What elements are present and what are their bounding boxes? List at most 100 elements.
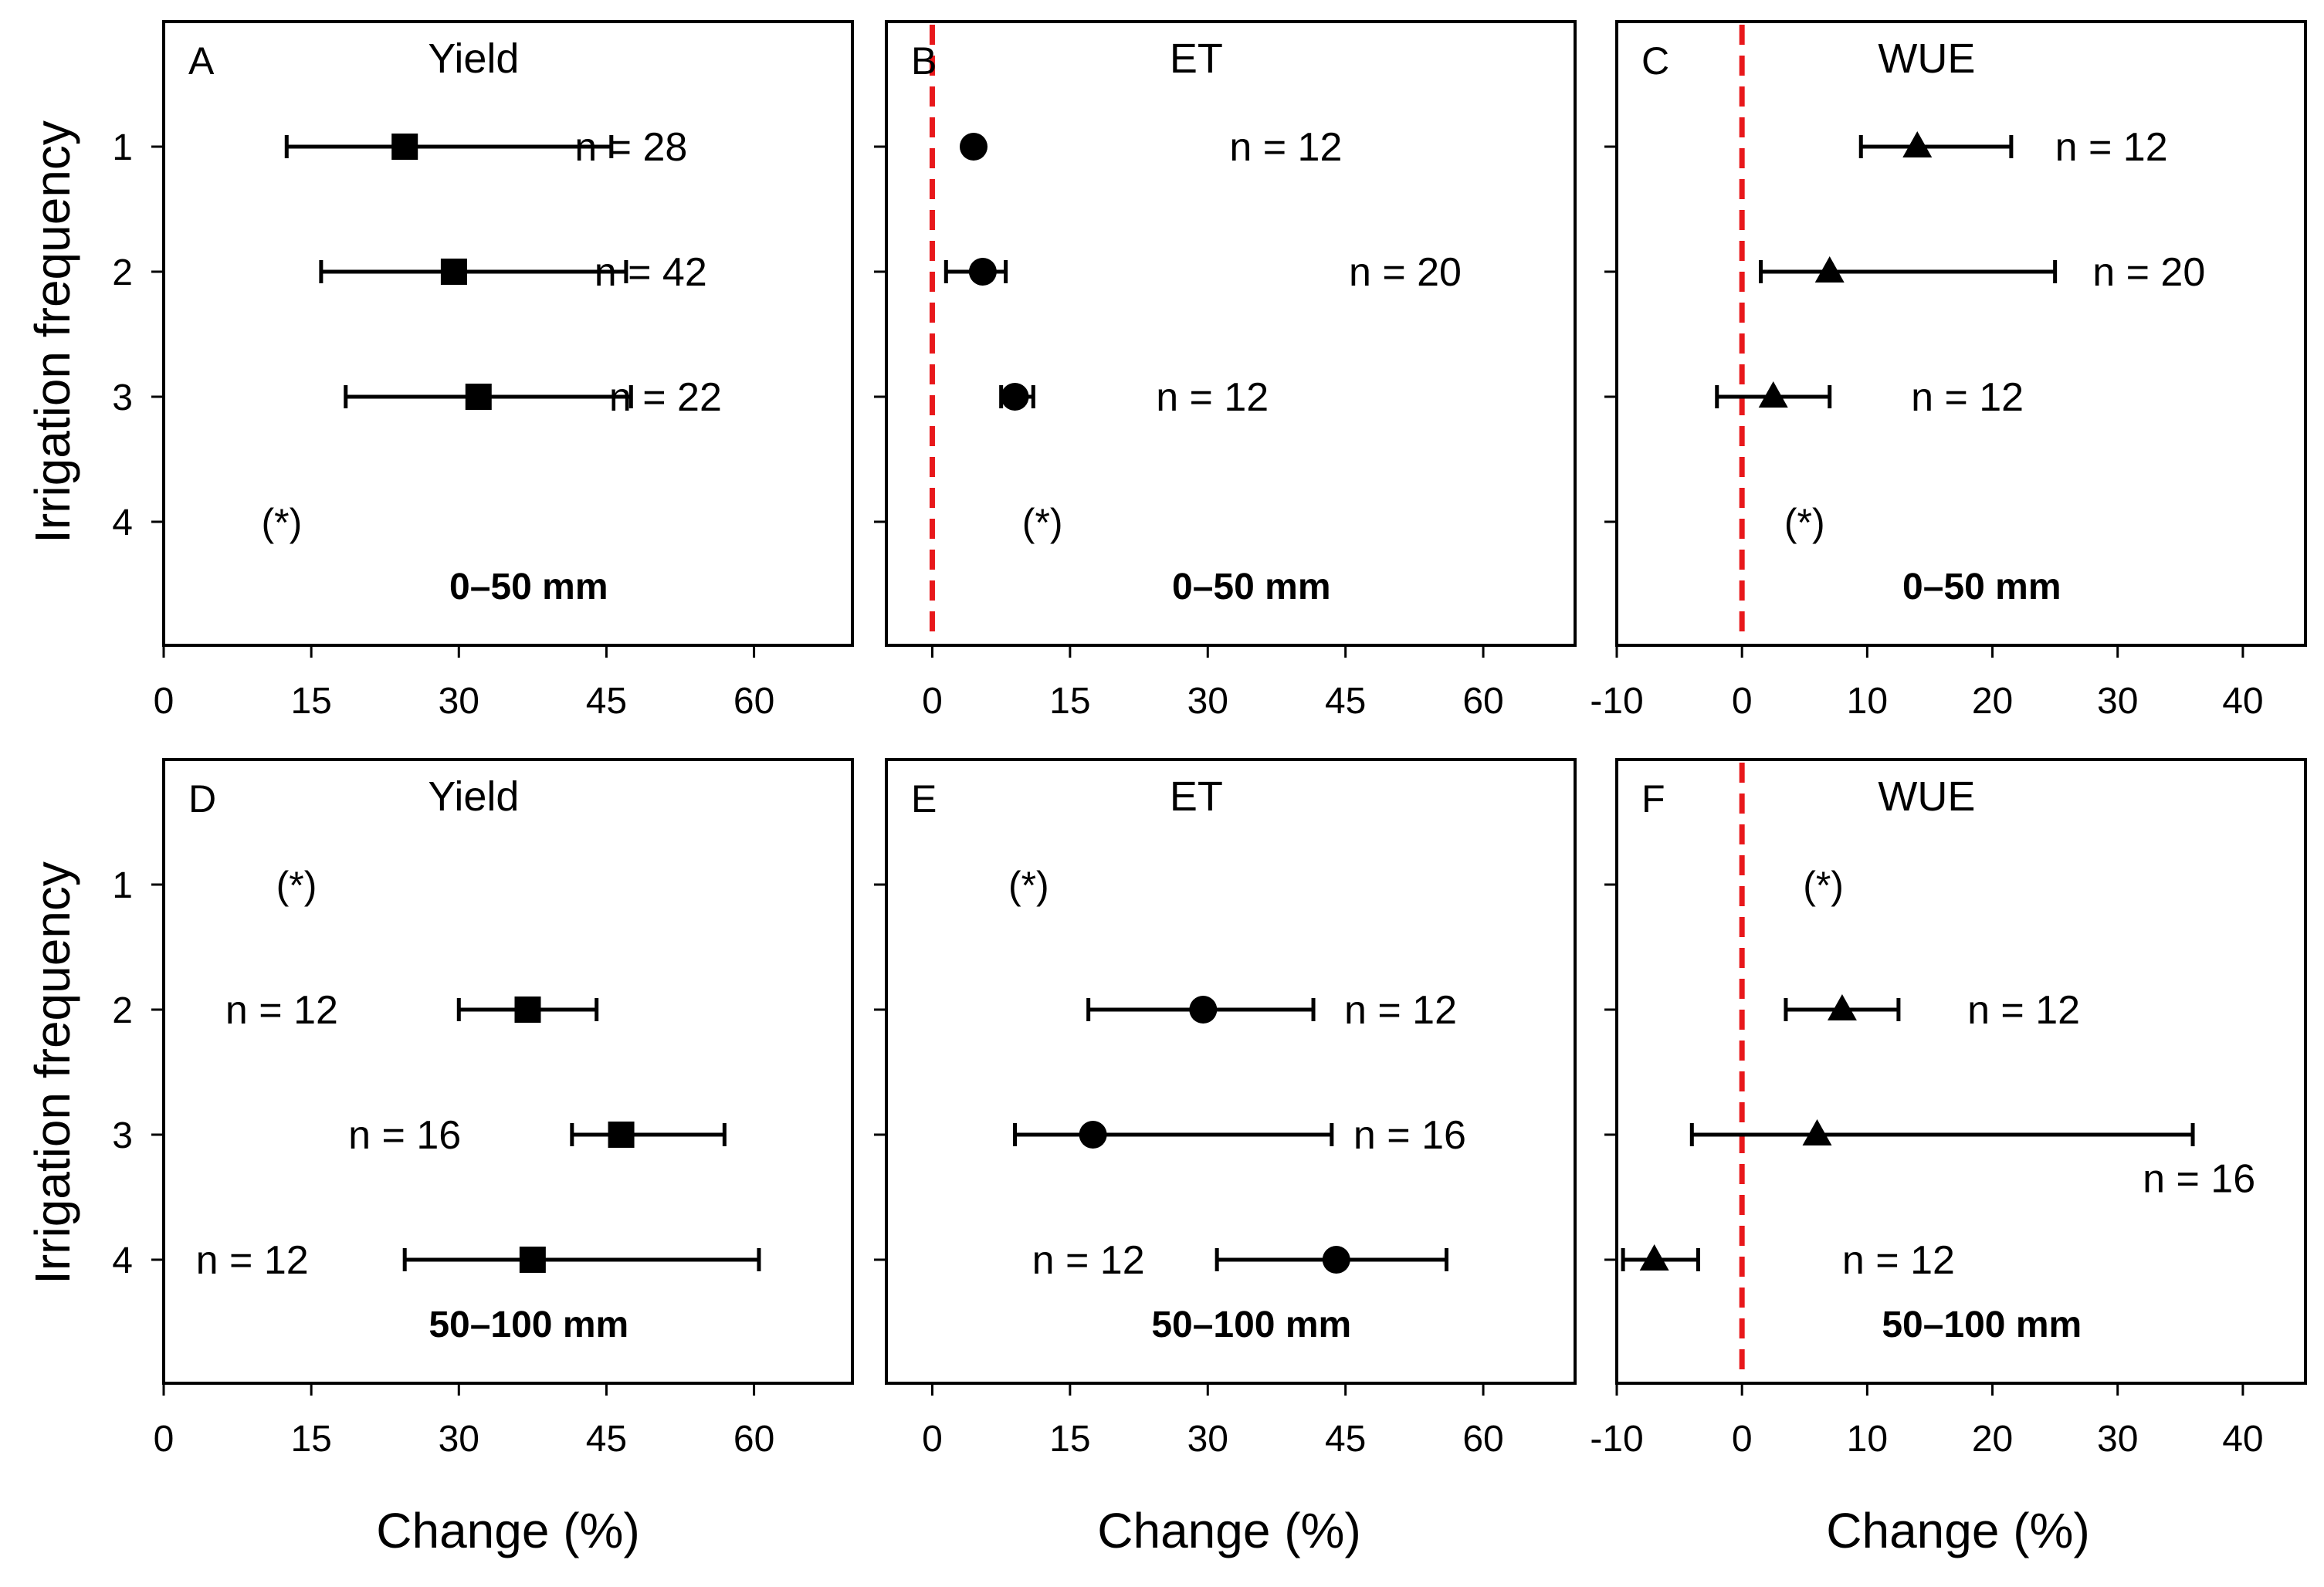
data-point-square [608, 1122, 635, 1148]
x-tick-label: 30 [2097, 1419, 2138, 1460]
range-label: 0–50 mm [1172, 567, 1330, 607]
sample-size-label: n = 12 [1156, 375, 1269, 420]
y-tick-label: 2 [112, 990, 133, 1031]
x-tick-label: 45 [586, 1419, 627, 1460]
range-label: 0–50 mm [1902, 567, 2061, 607]
x-tick-label: 45 [1325, 681, 1366, 722]
panel-letter: A [188, 39, 215, 83]
data-point-square [440, 259, 467, 285]
y-tick-label: 1 [112, 865, 133, 906]
significance-annotation: (*) [1803, 864, 1844, 907]
y-tick-label: 2 [112, 252, 133, 293]
panel-frame [162, 20, 854, 647]
panel-d: 0 15 30 45 60 1 2 3 4 D Yield 50–100 mm n = 12 n = 16… [112, 758, 854, 1460]
x-tick-label: 45 [586, 681, 627, 722]
sample-size-label: n = 12 [1967, 988, 2080, 1033]
x-tick-label: 30 [1187, 1419, 1228, 1460]
range-label: 0–50 mm [449, 567, 608, 607]
x-tick-label: 60 [733, 1419, 774, 1460]
panel-title: WUE [1878, 36, 1975, 82]
sample-size-label: n = 12 [1842, 1238, 1955, 1283]
data-point-triangle [1814, 256, 1845, 283]
x-tick-label: 0 [1732, 1419, 1753, 1460]
panel-title: Yield [428, 36, 519, 82]
x-axis-title-right: Change (%) [1826, 1503, 2090, 1558]
x-tick-label: 60 [1462, 1419, 1503, 1460]
data-point-circle [959, 133, 988, 161]
data-point-circle [1189, 996, 1218, 1024]
panel-f: -10 0 10 20 30 40 F WUE 50–100 mm n = 12 n = 16 n =… [1590, 758, 2307, 1460]
significance-annotation: (*) [276, 864, 317, 907]
data-point-triangle [1902, 131, 1933, 157]
sample-size-label: n = 12 [1032, 1238, 1145, 1283]
panel-b: 0 15 30 45 60 B ET 0–50 mm n = 12 n = 20 n = 12 (*) [874, 20, 1577, 722]
panel-frame [162, 758, 854, 1385]
data-point-triangle [1827, 994, 1857, 1020]
y-axis-title-top: Irrigation frequency [25, 120, 80, 543]
sample-size-label: n = 12 [1229, 125, 1342, 170]
x-tick-label: 10 [1847, 681, 1888, 722]
x-tick-label: 0 [922, 1419, 943, 1460]
x-tick-label: 0 [154, 1419, 174, 1460]
x-tick-label: 30 [2097, 681, 2138, 722]
significance-annotation: (*) [1008, 864, 1049, 907]
x-tick-label: 0 [154, 681, 174, 722]
x-tick-label: 30 [439, 681, 479, 722]
y-tick-label: 4 [112, 1240, 133, 1281]
data-point-triangle [1802, 1119, 1832, 1145]
sample-size-label: n = 16 [348, 1113, 461, 1158]
range-label: 50–100 mm [429, 1304, 628, 1345]
panel-frame [885, 758, 1577, 1385]
x-tick-label: 0 [922, 681, 943, 722]
data-point-square [514, 997, 541, 1023]
sample-size-label: n = 12 [225, 988, 338, 1033]
sample-size-label: n = 16 [2143, 1157, 2255, 1202]
x-tick-label: 60 [1462, 681, 1503, 722]
data-point-circle [968, 258, 997, 286]
y-axis-title-bottom: Irrigation frequency [25, 861, 80, 1284]
x-tick-label: 20 [1972, 1419, 2013, 1460]
sample-size-label: n = 12 [196, 1238, 309, 1283]
panel-a: 0 15 30 45 60 1 2 3 4 A Yield 0–50 mm n = 28 n = 42 n … [112, 20, 854, 722]
sample-size-label: n = 12 [2055, 125, 2168, 170]
x-tick-label: -10 [1590, 681, 1643, 722]
panel-letter: B [911, 39, 937, 83]
range-label: 50–100 mm [1151, 1304, 1351, 1345]
panel-title: Yield [428, 773, 519, 820]
y-tick-label: 1 [112, 127, 133, 168]
data-point-circle [1001, 383, 1029, 411]
data-point-square [391, 134, 418, 160]
x-tick-label: 15 [290, 1419, 331, 1460]
panel-title: ET [1170, 773, 1223, 820]
panel-frame [885, 20, 1577, 647]
x-tick-label: 15 [1049, 681, 1090, 722]
sample-size-label: n = 22 [609, 375, 722, 420]
significance-annotation: (*) [262, 501, 303, 544]
x-tick-label: 45 [1325, 1419, 1366, 1460]
panel-frame [1615, 20, 2307, 647]
x-axis-title-middle: Change (%) [1097, 1503, 1361, 1558]
panel-c: -10 0 10 20 30 40 C WUE 0–50 mm n = 12 n = 20 n = 1… [1590, 20, 2307, 722]
x-tick-label: 15 [1049, 1419, 1090, 1460]
panel-title: WUE [1878, 773, 1975, 820]
sample-size-label: n = 20 [1349, 250, 1462, 295]
panel-letter: D [188, 777, 216, 821]
panel-frame [1615, 758, 2307, 1385]
data-point-circle [1079, 1121, 1107, 1149]
y-tick-label: 3 [112, 1115, 133, 1156]
x-tick-label: -10 [1590, 1419, 1643, 1460]
x-tick-label: 0 [1732, 681, 1753, 722]
y-tick-label: 3 [112, 377, 133, 418]
sample-size-label: n = 20 [2092, 250, 2205, 295]
y-tick-label: 4 [112, 502, 133, 543]
significance-annotation: (*) [1784, 501, 1825, 544]
data-point-triangle [1639, 1244, 1669, 1271]
range-label: 50–100 mm [1882, 1304, 2082, 1345]
x-tick-label: 30 [439, 1419, 479, 1460]
x-tick-label: 15 [290, 681, 331, 722]
x-tick-label: 10 [1847, 1419, 1888, 1460]
sample-size-label: n = 16 [1353, 1113, 1466, 1158]
